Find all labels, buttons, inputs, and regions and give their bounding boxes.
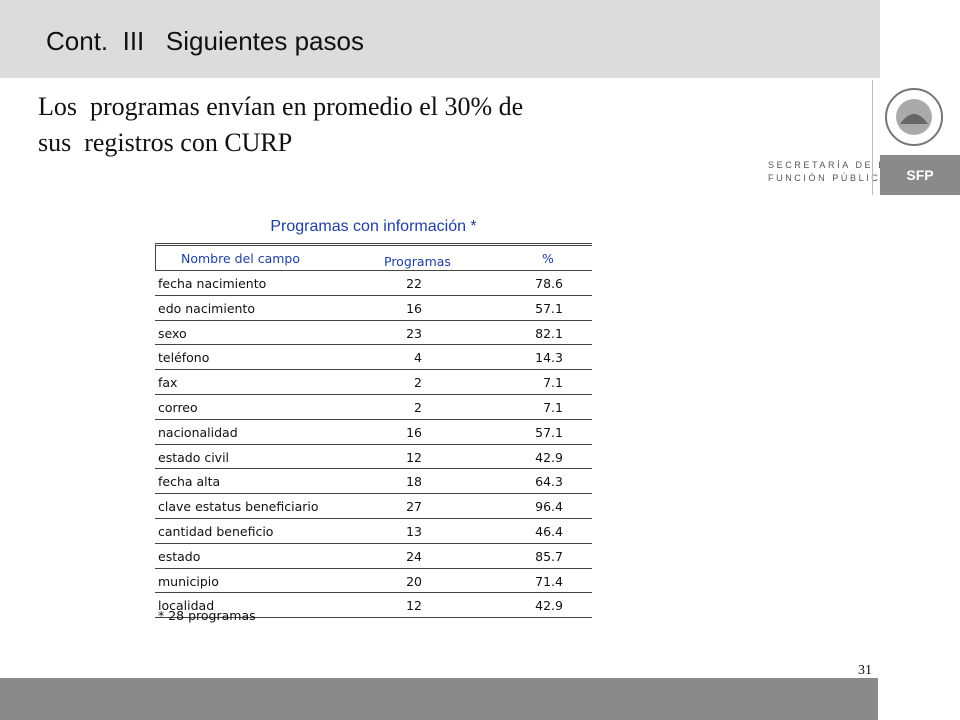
- cell: fecha alta: [158, 474, 221, 490]
- cell: 22: [406, 276, 422, 291]
- table-row: fecha nacimiento 22 78.6: [155, 271, 592, 296]
- cell: 27: [406, 499, 422, 515]
- cell: edo nacimiento: [158, 300, 255, 316]
- cell: 78.6: [535, 276, 563, 291]
- cell: 82.1: [535, 325, 563, 341]
- cell: 2: [414, 399, 422, 415]
- table-row: municipio 20 71.4: [155, 569, 592, 594]
- emblem: [885, 88, 943, 146]
- cell: 42.9: [535, 449, 563, 465]
- cell: 46.4: [535, 523, 563, 539]
- cell: 64.3: [535, 474, 563, 490]
- cell: 16: [406, 424, 422, 440]
- cell: 96.4: [535, 499, 563, 515]
- cell: clave estatus beneficiario: [158, 499, 319, 515]
- logo-text: FUNCIÓN PÚBLICA: [768, 173, 890, 183]
- cell: nacionalidad: [158, 424, 238, 440]
- table-row: fax 2 7.1: [155, 370, 592, 395]
- cell: 12: [406, 449, 422, 465]
- cell: correo: [158, 399, 198, 415]
- cell: 7.1: [543, 375, 563, 391]
- divider: [872, 80, 873, 195]
- cell: localidad: [158, 598, 215, 614]
- column-header: Programas: [384, 254, 451, 269]
- cell: municipio: [158, 573, 219, 589]
- table-row: cantidad beneficio 13 46.4: [155, 519, 592, 544]
- cell: fax: [158, 375, 178, 391]
- table-header: Nombre del campo Programas%: [155, 243, 592, 271]
- table-row: nacionalidad 16 57.1: [155, 420, 592, 445]
- table-row: fecha alta 18 64.3: [155, 469, 592, 495]
- cell: 16: [406, 300, 422, 316]
- body-text: Los programas envían en promedio el 30% …: [38, 92, 524, 121]
- cell: 4: [414, 350, 422, 366]
- table-row: clave estatus beneficiario 27 96.4: [155, 494, 592, 519]
- footer-band: [0, 678, 878, 720]
- cell: fecha nacimiento: [158, 276, 267, 291]
- column-header: %: [542, 251, 554, 266]
- page-number: 31: [858, 663, 872, 678]
- cell: estado: [158, 548, 201, 564]
- cell: 13: [406, 523, 422, 539]
- cell: cantidad beneficio: [158, 523, 274, 539]
- table-row: correo 2 7.1: [155, 395, 592, 420]
- table: Nombre del campo Programas% fecha nacimien…: [155, 243, 592, 619]
- table-title: Programas con información *: [270, 218, 477, 235]
- table-row: edo nacimiento 16 57.1: [155, 296, 592, 321]
- cell: 2: [414, 375, 422, 391]
- table-row: estado civil 12 42.9: [155, 445, 592, 470]
- cell: estado civil: [158, 449, 230, 465]
- cell: 7.1: [543, 399, 563, 415]
- cell: 14.3: [535, 350, 563, 366]
- cell: 20: [406, 573, 422, 589]
- slide-title: Cont. III Siguientes pasos: [46, 26, 364, 56]
- footnote: * 28 programas: [158, 608, 256, 623]
- header-band: [0, 0, 880, 78]
- cell: 85.7: [535, 548, 563, 564]
- logo-text: SECRETARÍA DE LA: [768, 160, 895, 170]
- column-header: Nombre del campo: [181, 251, 301, 266]
- cell: 42.9: [535, 598, 563, 614]
- cell: 12: [406, 598, 422, 614]
- table-row: teléfono 4 14.3: [155, 345, 592, 371]
- cell: 57.1: [535, 300, 563, 316]
- cell: 71.4: [535, 573, 563, 589]
- cell: teléfono: [158, 350, 210, 366]
- body-text: sus registros con CURP: [38, 128, 293, 157]
- cell: 24: [406, 548, 422, 564]
- cell: 18: [406, 474, 422, 490]
- cell: 57.1: [535, 424, 563, 440]
- logo-badge: SFP: [880, 155, 960, 195]
- table-row: sexo 23 82.1: [155, 321, 592, 346]
- table-row: estado 24 85.7: [155, 544, 592, 569]
- cell: 23: [406, 325, 422, 341]
- cell: sexo: [158, 325, 187, 341]
- table-row: localidad 12 42.9: [155, 593, 592, 619]
